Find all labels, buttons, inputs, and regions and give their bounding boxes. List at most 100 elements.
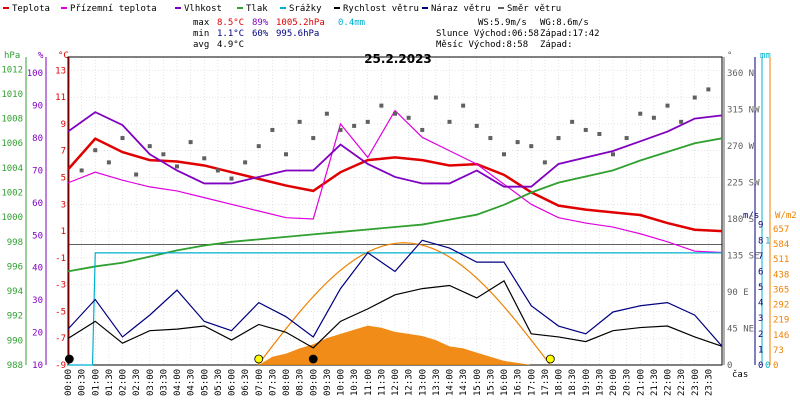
wind-direction-point bbox=[120, 136, 125, 141]
wind-direction-point bbox=[638, 111, 643, 116]
y-tick-solar_wm2: 0 bbox=[773, 361, 778, 371]
y-tick-pressure_hpa: 1012 bbox=[1, 65, 23, 75]
marker-moonset bbox=[64, 354, 74, 364]
x-tick-label: 08:30 bbox=[296, 369, 306, 396]
axis-unit-time: čas bbox=[732, 369, 748, 380]
x-tick-label: 06:00 bbox=[228, 369, 238, 396]
stats-block: max 8.5°C 89% 1005.2hPa 0.4mm min 1.1°C … bbox=[193, 18, 600, 50]
y-tick-wind_dir_deg: 270 W bbox=[727, 142, 755, 152]
stat-wg: WG:8.6m/s bbox=[540, 18, 589, 28]
wind-direction-point bbox=[679, 119, 684, 124]
stat-max-label: max bbox=[193, 18, 210, 28]
marker-sunset bbox=[545, 354, 555, 364]
y-tick-solar_wm2: 438 bbox=[773, 270, 789, 280]
x-tick-label: 09:00 bbox=[309, 369, 319, 396]
x-tick-label: 15:00 bbox=[473, 369, 483, 396]
legend-label: Srážky bbox=[289, 4, 322, 14]
y-tick-temperature_c: 9 bbox=[61, 120, 66, 130]
x-tick-label: 02:30 bbox=[132, 369, 142, 396]
y-tick-wind_dir_deg: 225 SW bbox=[727, 179, 760, 189]
wind-direction-point bbox=[447, 119, 452, 124]
x-tick-label: 21:30 bbox=[650, 369, 660, 396]
wind-direction-point bbox=[542, 160, 547, 165]
y-tick-humidity_pct: 20 bbox=[32, 329, 43, 339]
wind-direction-point bbox=[175, 164, 179, 169]
y-tick-pressure_hpa: 1002 bbox=[1, 189, 23, 199]
x-tick-label: 23:30 bbox=[704, 369, 714, 396]
x-tick-label: 10:00 bbox=[337, 369, 347, 396]
stat-moon-rise: Měsíc Východ:8:58 bbox=[436, 40, 528, 50]
legend-label: Vlhkost bbox=[184, 4, 222, 14]
x-tick-label: 11:30 bbox=[377, 369, 387, 396]
y-tick-wind_dir_deg: 0 bbox=[727, 361, 732, 371]
y-tick-wind_dir_deg: 180 S bbox=[727, 215, 754, 225]
wind-direction-point bbox=[134, 172, 139, 177]
x-tick-label: 16:30 bbox=[514, 369, 524, 396]
wind-direction-point bbox=[93, 148, 98, 153]
legend-item-vlhkost: Vlhkost bbox=[175, 4, 222, 14]
legend-item-teplota: Teplota bbox=[3, 4, 50, 14]
wind-direction-point bbox=[229, 176, 234, 181]
y-tick-wind_ms: 9 bbox=[758, 221, 763, 231]
stat-sun-rise: Slunce Východ:06:58 bbox=[436, 29, 539, 39]
legend-item-naraz-vetru: Náraz větru bbox=[422, 4, 491, 14]
legend-item-smer-vetru: Směr větru bbox=[498, 4, 561, 14]
stat-min-temp: 1.1°C bbox=[217, 29, 244, 39]
stat-moon-set: Západ: bbox=[540, 40, 573, 50]
y-tick-wind_ms: 2 bbox=[758, 330, 763, 340]
y-tick-temperature_c: 13 bbox=[55, 66, 66, 76]
wind-direction-point bbox=[692, 95, 697, 100]
x-tick-label: 14:00 bbox=[446, 369, 456, 396]
y-tick-wind_dir_deg: 360 N bbox=[727, 69, 754, 79]
x-tick-label: 18:30 bbox=[568, 369, 578, 396]
axis-unit-deg: ° bbox=[727, 51, 732, 61]
wind-direction-point bbox=[583, 127, 588, 132]
y-tick-solar_wm2: 365 bbox=[773, 285, 789, 295]
wind-direction-point bbox=[406, 115, 411, 120]
wind-direction-point bbox=[570, 119, 575, 124]
y-tick-humidity_pct: 60 bbox=[32, 199, 43, 209]
y-tick-wind_ms: 7 bbox=[758, 252, 763, 262]
y-tick-wind_ms: 4 bbox=[758, 299, 763, 309]
chart-title: 25.2.2023 bbox=[364, 52, 432, 66]
series-line-0 bbox=[67, 137, 723, 233]
wind-direction-point bbox=[651, 115, 656, 120]
axis-unit-ms: m/s bbox=[743, 211, 759, 221]
x-tick-label: 05:00 bbox=[200, 369, 210, 396]
y-tick-solar_wm2: 584 bbox=[773, 240, 789, 250]
y-tick-wind_dir_deg: 90 E bbox=[727, 288, 749, 298]
y-tick-humidity_pct: 10 bbox=[32, 361, 43, 371]
y-tick-solar_wm2: 511 bbox=[773, 255, 789, 265]
wind-direction-point bbox=[79, 168, 84, 173]
wind-direction-point bbox=[256, 144, 261, 149]
stat-avg-temp: 4.9°C bbox=[217, 40, 244, 50]
y-tick-temperature_c: -7 bbox=[55, 334, 66, 344]
y-tick-wind_ms: 5 bbox=[758, 283, 763, 293]
stat-max-press: 1005.2hPa bbox=[276, 18, 325, 28]
wind-direction-point bbox=[474, 123, 479, 128]
y-tick-pressure_hpa: 988 bbox=[7, 361, 23, 371]
marker-moonrise bbox=[308, 354, 318, 364]
stat-max-hum: 89% bbox=[252, 18, 269, 28]
stat-sun-set: Západ:17:42 bbox=[540, 29, 600, 39]
wind-direction-point bbox=[284, 152, 288, 157]
x-tick-label: 19:00 bbox=[582, 369, 592, 396]
x-tick-label: 22:00 bbox=[664, 369, 674, 396]
stat-max-rain: 0.4mm bbox=[338, 18, 365, 28]
y-tick-temperature_c: 7 bbox=[61, 147, 66, 157]
stat-max-temp: 8.5°C bbox=[217, 18, 244, 28]
x-tick-label: 10:30 bbox=[350, 369, 360, 396]
y-tick-solar_wm2: 219 bbox=[773, 316, 789, 326]
x-tick-label: 19:30 bbox=[595, 369, 605, 396]
wind-direction-point bbox=[529, 144, 534, 149]
y-tick-humidity_pct: 100 bbox=[27, 69, 43, 79]
x-tick-label: 17:00 bbox=[527, 369, 537, 396]
stat-min-press: 995.6hPa bbox=[276, 29, 319, 39]
y-tick-wind_ms: 8 bbox=[758, 236, 763, 246]
y-tick-solar_wm2: 657 bbox=[773, 225, 789, 235]
wind-direction-point bbox=[147, 144, 152, 149]
solar-radiation-area bbox=[258, 325, 532, 365]
x-tick-label: 03:00 bbox=[146, 369, 156, 396]
x-tick-label: 08:00 bbox=[282, 369, 292, 396]
